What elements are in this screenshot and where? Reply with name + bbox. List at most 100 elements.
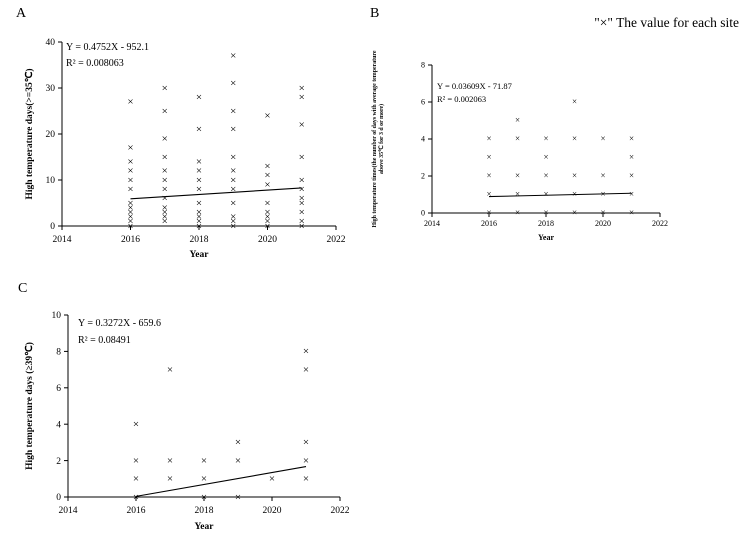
data-point-marker: × [299, 151, 305, 163]
y-tick-label: 2 [421, 172, 425, 181]
data-point-marker: × [127, 96, 133, 108]
data-point-marker: × [572, 208, 577, 218]
data-point-marker: × [162, 151, 168, 163]
data-point-marker: × [235, 455, 241, 467]
regression-line [130, 187, 302, 200]
fit-r-squared: R² = 0.002063 [437, 94, 486, 104]
fit-equation: Y = 0.4752X - 952.1 [66, 42, 149, 53]
y-tick-label: 0 [56, 493, 61, 503]
data-point-marker: × [629, 189, 634, 199]
data-point-marker: × [299, 193, 305, 205]
data-point-marker: × [572, 134, 577, 144]
data-point-marker: × [515, 208, 520, 218]
x-tick-label: 2014 [424, 219, 440, 228]
data-point-marker: × [230, 220, 236, 232]
y-tick-label: 10 [46, 176, 56, 186]
data-point-marker: × [543, 152, 548, 162]
data-point-marker: × [299, 197, 305, 209]
data-point-marker: × [133, 455, 139, 467]
data-point-marker: × [600, 189, 605, 199]
data-point-marker: × [235, 491, 241, 503]
y-axis-label: High temperature days(>=35℃) [24, 68, 35, 199]
data-point-marker: × [600, 171, 605, 181]
data-point-marker: × [127, 174, 133, 186]
data-point-marker: × [515, 134, 520, 144]
data-point-marker: × [230, 197, 236, 209]
x-tick-label: 2022 [327, 235, 346, 245]
data-point-marker: × [127, 165, 133, 177]
data-point-marker: × [162, 82, 168, 94]
data-point-marker: × [201, 455, 207, 467]
data-point-marker: × [162, 202, 168, 214]
y-tick-label: 0 [50, 222, 55, 232]
data-point-marker: × [230, 105, 236, 117]
x-tick-label: 2016 [121, 235, 140, 245]
data-point-marker: × [162, 193, 168, 205]
data-point-marker: × [230, 216, 236, 228]
data-point-marker: × [486, 208, 491, 218]
data-point-marker: × [167, 364, 173, 376]
data-point-marker: × [299, 184, 305, 196]
data-point-marker: × [299, 82, 305, 94]
data-point-marker: × [162, 133, 168, 145]
data-point-marker: × [264, 170, 270, 182]
data-point-marker: × [299, 207, 305, 219]
x-tick-label: 2018 [538, 219, 554, 228]
x-axis-label: Year [538, 233, 554, 242]
data-point-marker: × [230, 211, 236, 223]
data-point-marker: × [230, 78, 236, 90]
data-point-marker: × [600, 208, 605, 218]
y-tick-label: 6 [421, 98, 425, 107]
data-point-marker: × [127, 156, 133, 168]
y-tick-label: 10 [52, 311, 62, 321]
data-point-marker: × [303, 437, 309, 449]
data-point-marker: × [572, 189, 577, 199]
data-point-marker: × [230, 124, 236, 136]
y-tick-label: 8 [56, 348, 61, 358]
y-tick-label: 8 [421, 61, 425, 70]
data-point-marker: × [127, 211, 133, 223]
panel-label-c: C [18, 281, 28, 296]
data-point-marker: × [543, 208, 548, 218]
data-point-marker: × [133, 419, 139, 431]
data-point-marker: × [303, 455, 309, 467]
chart-panel-a: 2014 2016 2018 2020 2022 0 10 20 30 40 Year High te… [24, 38, 346, 260]
fit-r-squared: R² = 0.08491 [78, 335, 131, 346]
x-tick-label: 2020 [263, 506, 282, 516]
data-point-marker: × [486, 171, 491, 181]
data-point-marker: × [543, 134, 548, 144]
y-tick-label: 30 [46, 84, 56, 94]
data-point-marker: × [230, 151, 236, 163]
regression-line [488, 192, 632, 198]
data-point-marker: × [264, 161, 270, 173]
fit-equation: Y = 0.3272X - 659.6 [78, 318, 161, 329]
data-point-marker: × [572, 171, 577, 181]
data-point-marker: × [629, 171, 634, 181]
data-point-marker: × [133, 491, 139, 503]
data-point-marker: × [127, 142, 133, 154]
data-point-marker: × [127, 184, 133, 196]
y-tick-label: 40 [46, 38, 56, 48]
data-point-marker: × [230, 174, 236, 186]
fit-equation: Y = 0.03609X - 71.87 [437, 81, 512, 91]
data-point-marker: × [162, 184, 168, 196]
data-point-marker: × [196, 216, 202, 228]
data-point-marker: × [264, 110, 270, 122]
data-point-marker: × [264, 216, 270, 228]
data-point-marker: × [196, 165, 202, 177]
data-point-marker: × [486, 134, 491, 144]
data-point-marker: × [196, 220, 202, 232]
data-point-marker: × [230, 184, 236, 196]
y-tick-label: 6 [56, 384, 61, 394]
data-point-marker: × [299, 119, 305, 131]
y-tick-label: 4 [421, 135, 425, 144]
y-axis-label: High temperature times(the number of day… [371, 50, 378, 227]
data-point-marker: × [162, 207, 168, 219]
y-axis-label: above 35℃ for 3 d or more) [378, 104, 385, 174]
panel-label-b: B [370, 6, 380, 21]
data-point-marker: × [127, 220, 133, 232]
x-axis-label: Year [190, 250, 210, 260]
data-point-marker: × [127, 207, 133, 219]
data-point-marker: × [162, 174, 168, 186]
